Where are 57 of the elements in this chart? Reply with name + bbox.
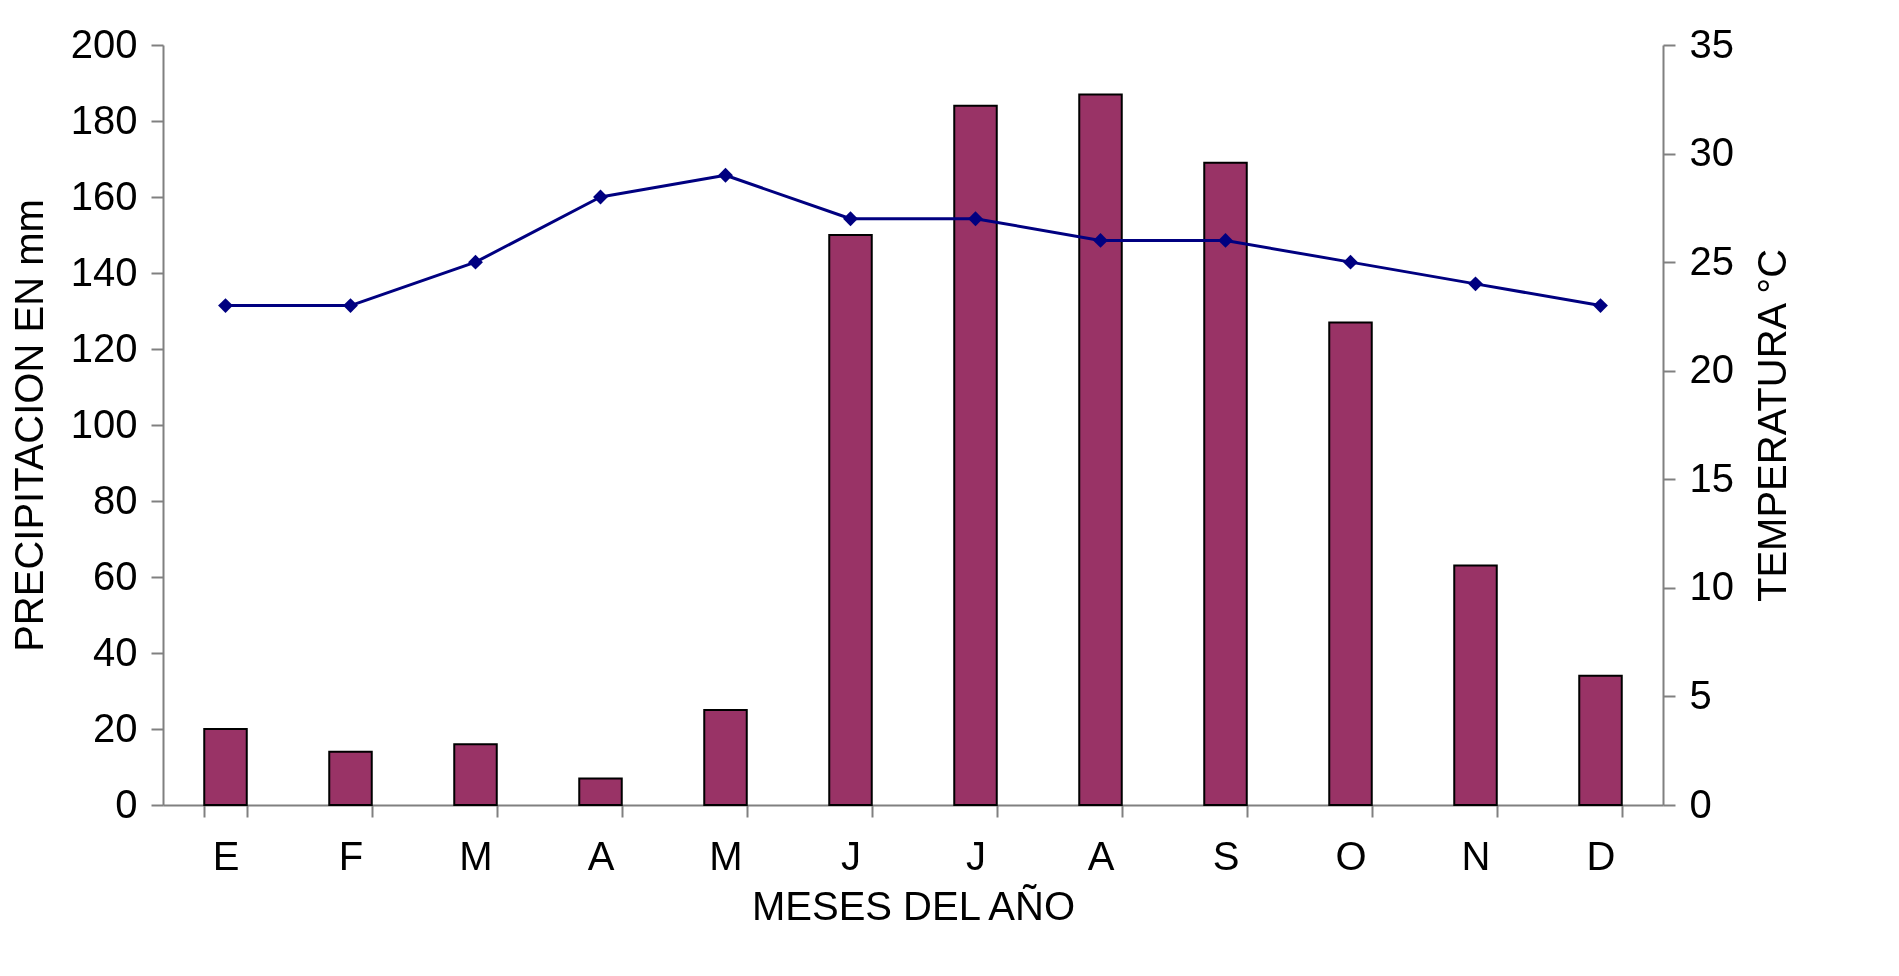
x-tick-label: M xyxy=(459,833,493,878)
y2-tick-label: 35 xyxy=(1689,21,1734,66)
bar xyxy=(328,750,373,806)
point xyxy=(1593,298,1608,313)
bar xyxy=(453,743,498,806)
y2-tick-label: 10 xyxy=(1689,564,1734,609)
point xyxy=(1218,233,1233,248)
y2-tick-label: 25 xyxy=(1689,238,1734,283)
point xyxy=(343,298,358,313)
y2-tick-label: 20 xyxy=(1689,347,1734,392)
x-tick-label: F xyxy=(338,833,364,878)
bar xyxy=(828,234,873,806)
x-tick-label: A xyxy=(1087,833,1115,878)
x-tick-label: S xyxy=(1212,833,1240,878)
bar xyxy=(953,104,998,806)
y2-tick-label: 0 xyxy=(1689,781,1712,826)
point xyxy=(968,211,983,227)
bar xyxy=(703,709,748,806)
y-tick-label: 120 xyxy=(70,325,138,370)
y-tick-label: 0 xyxy=(115,781,138,826)
y2-tick-label: 5 xyxy=(1689,672,1712,717)
point xyxy=(1093,233,1108,248)
bar xyxy=(1078,93,1123,806)
bar xyxy=(1328,321,1373,806)
y-tick-label: 200 xyxy=(70,21,138,66)
bar xyxy=(1203,161,1248,806)
point xyxy=(1343,254,1358,270)
point xyxy=(1468,276,1483,292)
point xyxy=(218,298,233,313)
x-tick-label: A xyxy=(587,833,615,878)
y-tick-label: 160 xyxy=(70,173,138,218)
y2-tick-label: 15 xyxy=(1689,455,1734,500)
x-tick-label: M xyxy=(709,833,743,878)
point xyxy=(843,211,858,227)
y-axis-title: PRECIPITACION EN mm xyxy=(6,199,51,652)
point xyxy=(718,167,733,183)
y2-axis-title: TEMPERATURA °C xyxy=(1749,248,1794,603)
y-tick-label: 40 xyxy=(93,629,138,674)
y-tick-label: 20 xyxy=(93,705,138,750)
point xyxy=(468,254,483,270)
y2-tick-label: 30 xyxy=(1689,130,1734,175)
x-tick-label: E xyxy=(212,833,240,878)
x-axis-title: MESES DEL AÑO xyxy=(751,883,1076,928)
bar xyxy=(203,728,248,806)
x-tick-label: J xyxy=(841,833,861,878)
y-tick-label: 180 xyxy=(70,97,138,142)
x-tick-label: O xyxy=(1335,833,1367,878)
x-tick-label: J xyxy=(966,833,986,878)
bar xyxy=(1578,674,1623,806)
y-tick-label: 100 xyxy=(70,401,138,446)
bar xyxy=(1453,564,1498,806)
y-tick-label: 80 xyxy=(93,477,138,522)
bar xyxy=(578,777,623,806)
x-tick-label: N xyxy=(1461,833,1491,878)
y-tick-label: 140 xyxy=(70,249,138,294)
x-tick-label: D xyxy=(1586,833,1616,878)
y-tick-label: 60 xyxy=(93,553,138,598)
